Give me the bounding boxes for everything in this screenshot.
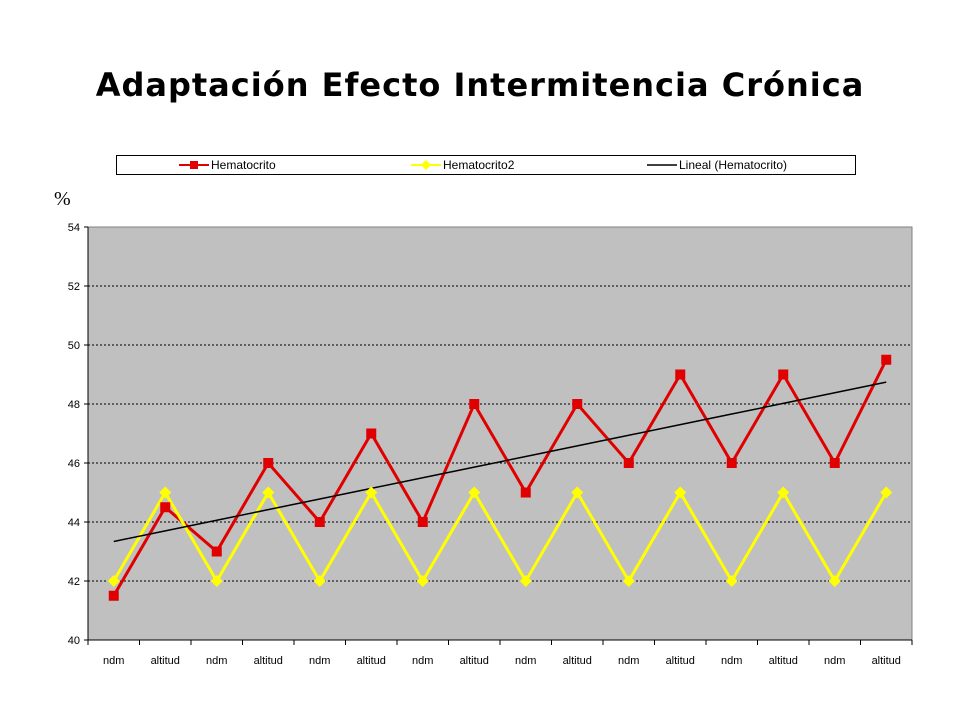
hematocrito2-point <box>880 486 893 499</box>
hematocrito-point <box>263 458 274 468</box>
plot-area <box>87 226 913 641</box>
y-tick-label: 48 <box>68 399 80 411</box>
hematocrito2-point <box>365 486 378 499</box>
hematocrito-point <box>366 428 377 439</box>
x-tick-label: ndm <box>103 655 124 667</box>
hematocrito2-point <box>519 575 532 587</box>
x-tick-label: altitud <box>769 655 798 667</box>
y-tick-label: 52 <box>68 281 80 293</box>
y-axis-unit: % <box>54 188 71 210</box>
hematocrito-point <box>314 517 325 527</box>
series-line-1 <box>112 489 888 584</box>
legend-swatch-hematocrito <box>179 161 209 169</box>
hematocrito2-point <box>262 486 275 499</box>
x-tick-label: ndm <box>515 655 536 667</box>
x-tick-label: altitud <box>563 655 592 667</box>
hematocrito2-point <box>107 575 120 587</box>
legend-item-hematocrito: Hematocrito <box>179 156 276 174</box>
x-tick-label: altitud <box>872 655 901 667</box>
legend: Hematocrito Hematocrito2 Lineal (Hematoc… <box>116 155 856 175</box>
hematocrito2-point <box>828 575 841 587</box>
legend-item-lineal: Lineal (Hematocrito) <box>647 156 787 174</box>
chart-title: Adaptación Efecto Intermitencia Crónica <box>95 66 865 104</box>
hematocrito-point <box>881 354 892 365</box>
y-tick-label: 40 <box>68 635 80 647</box>
x-tick-label: altitud <box>357 655 386 667</box>
x-tick-label: altitud <box>254 655 283 667</box>
y-tick-label: 46 <box>68 458 80 470</box>
legend-swatch-lineal <box>647 164 677 166</box>
legend-item-hematocrito2: Hematocrito2 <box>411 156 514 174</box>
y-tick-label: 42 <box>68 576 80 588</box>
x-tick-label: ndm <box>824 655 845 667</box>
x-tick-label: altitud <box>460 655 489 667</box>
hematocrito-point <box>778 369 789 380</box>
series-line-0 <box>112 359 888 597</box>
hematocrito-point <box>108 590 119 601</box>
legend-swatch-hematocrito2 <box>411 160 441 170</box>
series-line-2 <box>113 381 887 543</box>
x-tick-label: altitud <box>151 655 180 667</box>
hematocrito2-point <box>159 486 172 499</box>
hematocrito2-point <box>622 575 635 587</box>
hematocrito2-point <box>674 486 687 499</box>
x-tick-label: ndm <box>206 655 227 667</box>
hematocrito-point <box>211 546 222 557</box>
y-tick-label: 54 <box>68 222 80 234</box>
hematocrito-point <box>829 458 840 468</box>
hematocrito2-point <box>468 486 481 499</box>
legend-label-lineal: Lineal (Hematocrito) <box>679 158 788 172</box>
hematocrito-point <box>520 487 531 498</box>
legend-label-hematocrito2: Hematocrito2 <box>443 158 515 172</box>
hematocrito-point <box>469 399 480 409</box>
x-tick-label: ndm <box>618 655 639 667</box>
x-tick-label: ndm <box>412 655 433 667</box>
hematocrito2-point <box>777 486 790 499</box>
hematocrito2-point <box>416 575 429 587</box>
hematocrito2-point <box>313 575 326 587</box>
hematocrito-point <box>726 458 737 468</box>
hematocrito-point <box>623 458 634 468</box>
hematocrito-point <box>417 517 428 527</box>
legend-label-hematocrito: Hematocrito <box>211 158 276 172</box>
hematocrito-point <box>572 399 583 409</box>
x-tick-label: ndm <box>721 655 742 667</box>
hematocrito-point <box>675 369 686 380</box>
hematocrito2-point <box>210 575 223 587</box>
x-tick-label: ndm <box>309 655 330 667</box>
y-tick-label: 50 <box>68 340 80 352</box>
x-tick-label: altitud <box>666 655 695 667</box>
hematocrito2-point <box>725 575 738 587</box>
hematocrito-point <box>160 502 171 513</box>
hematocrito2-point <box>571 486 584 499</box>
y-tick-label: 44 <box>68 517 80 529</box>
